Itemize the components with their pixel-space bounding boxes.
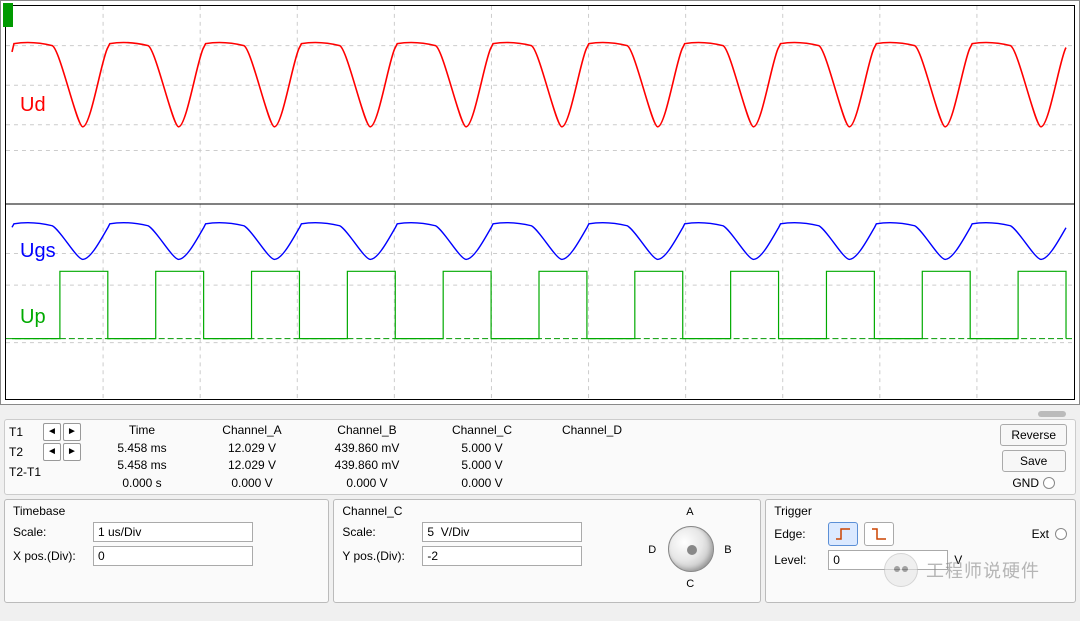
table-cell: 0.000 V <box>307 475 427 493</box>
scope-display[interactable]: Ud Ugs Up <box>5 5 1075 400</box>
channel-title: Channel_C <box>342 504 626 518</box>
table-cell <box>537 457 647 475</box>
channel-scale-label: Scale: <box>342 525 416 539</box>
edge-rising-icon <box>835 527 851 541</box>
timebase-scale-select[interactable] <box>93 522 253 542</box>
drag-handle[interactable] <box>1038 411 1066 417</box>
dial-label-b: B <box>724 544 731 556</box>
t1-left-button[interactable]: ◄ <box>43 423 61 441</box>
table-header: Channel_B <box>307 422 427 440</box>
timebase-xpos-label: X pos.(Div): <box>13 549 87 563</box>
table-header: Channel_A <box>197 422 307 440</box>
trigger-level-label: Level: <box>774 553 822 567</box>
table-header: Channel_C <box>427 422 537 440</box>
measurement-table: TimeChannel_AChannel_BChannel_CChannel_D… <box>87 420 992 494</box>
table-header: Time <box>87 422 197 440</box>
side-buttons: Reverse Save GND <box>992 420 1075 494</box>
timebase-xpos-input[interactable] <box>93 546 253 566</box>
timebase-scale-label: Scale: <box>13 525 87 539</box>
table-cell: 12.029 V <box>197 457 307 475</box>
table-cell: 439.860 mV <box>307 440 427 458</box>
table-cell: 0.000 V <box>427 475 537 493</box>
gnd-label: GND <box>1012 476 1039 490</box>
channel-dial-wrap: A B C D <box>632 504 752 594</box>
channel-ypos-label: Y pos.(Div): <box>342 549 416 563</box>
cursor-label-diff: T2-T1 <box>9 465 43 479</box>
t2-right-button[interactable]: ► <box>63 443 81 461</box>
table-header: Channel_D <box>537 422 647 440</box>
table-cell: 5.000 V <box>427 440 537 458</box>
trigger-group: Trigger Edge: Ext Level: V <box>765 499 1076 603</box>
cursor-label-t1: T1 <box>9 425 43 439</box>
measurement-row: T1 ◄ ► T2 ◄ ► T2-T1 TimeChannel_AChannel… <box>4 419 1076 495</box>
table-cell: 439.860 mV <box>307 457 427 475</box>
cursor-label-t2: T2 <box>9 445 43 459</box>
table-cell: 5.458 ms <box>87 457 197 475</box>
trigger-ext-radio-icon <box>1055 528 1067 540</box>
table-cell: 0.000 s <box>87 475 197 493</box>
edge-falling-icon <box>871 527 887 541</box>
channel-group: Channel_C Scale: Y pos.(Div): A B C D <box>333 499 761 603</box>
channel-scale-select[interactable] <box>422 522 582 542</box>
control-panel: T1 ◄ ► T2 ◄ ► T2-T1 TimeChannel_AChannel… <box>0 405 1080 603</box>
gnd-radio-icon <box>1043 477 1055 489</box>
edge-rising-button[interactable] <box>828 522 858 546</box>
timebase-title: Timebase <box>13 504 320 518</box>
trigger-title: Trigger <box>774 504 1067 518</box>
reverse-button[interactable]: Reverse <box>1000 424 1067 446</box>
save-button[interactable]: Save <box>1002 450 1066 472</box>
table-cell: 0.000 V <box>197 475 307 493</box>
settings-row: Timebase Scale: X pos.(Div): Channel_C S… <box>4 499 1076 603</box>
t2-left-button[interactable]: ◄ <box>43 443 61 461</box>
trigger-ext-label: Ext <box>1032 527 1049 541</box>
t1-right-button[interactable]: ► <box>63 423 81 441</box>
dial-label-d: D <box>648 544 656 556</box>
table-cell <box>537 475 647 493</box>
table-cell <box>537 440 647 458</box>
table-cell: 5.458 ms <box>87 440 197 458</box>
channel-dial[interactable] <box>668 526 714 572</box>
timebase-group: Timebase Scale: X pos.(Div): <box>4 499 329 603</box>
edge-falling-button[interactable] <box>864 522 894 546</box>
trigger-level-input[interactable] <box>828 550 948 570</box>
table-cell: 5.000 V <box>427 457 537 475</box>
dial-label-c: C <box>686 578 694 590</box>
table-cell: 12.029 V <box>197 440 307 458</box>
trigger-edge-label: Edge: <box>774 527 822 541</box>
scope-frame: Ud Ugs Up <box>0 0 1080 405</box>
channel-ypos-input[interactable] <box>422 546 582 566</box>
gnd-toggle[interactable]: GND <box>1012 476 1055 490</box>
dial-label-a: A <box>686 506 693 518</box>
trigger-level-unit: V <box>954 553 962 567</box>
cursor-controls: T1 ◄ ► T2 ◄ ► T2-T1 <box>5 420 87 494</box>
scope-canvas <box>6 6 1074 399</box>
